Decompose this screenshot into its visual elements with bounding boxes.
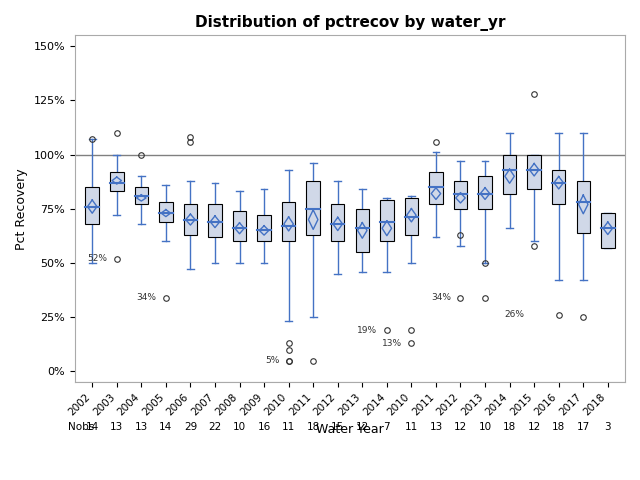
Text: 12: 12 bbox=[356, 422, 369, 432]
Bar bbox=[577, 180, 590, 233]
Text: 16: 16 bbox=[257, 422, 271, 432]
Text: 10: 10 bbox=[479, 422, 492, 432]
Text: 18: 18 bbox=[503, 422, 516, 432]
Bar bbox=[159, 202, 173, 222]
Text: 22: 22 bbox=[209, 422, 221, 432]
Text: 52%: 52% bbox=[88, 254, 108, 263]
Bar bbox=[527, 155, 541, 189]
Bar bbox=[282, 202, 296, 241]
Text: 11: 11 bbox=[282, 422, 295, 432]
Bar bbox=[184, 204, 197, 235]
X-axis label: Water Year: Water Year bbox=[316, 423, 384, 436]
Text: 12: 12 bbox=[527, 422, 541, 432]
Text: 12: 12 bbox=[454, 422, 467, 432]
Text: 7: 7 bbox=[383, 422, 390, 432]
Text: 5%: 5% bbox=[265, 356, 279, 365]
Text: 17: 17 bbox=[577, 422, 590, 432]
Text: 13: 13 bbox=[110, 422, 124, 432]
Text: 29: 29 bbox=[184, 422, 197, 432]
Bar bbox=[208, 204, 221, 237]
Text: 14: 14 bbox=[159, 422, 173, 432]
Bar bbox=[478, 176, 492, 209]
Bar bbox=[110, 172, 124, 192]
Bar bbox=[503, 155, 516, 193]
Text: 34%: 34% bbox=[431, 293, 451, 302]
Bar bbox=[331, 204, 344, 241]
Text: 18: 18 bbox=[307, 422, 320, 432]
Text: 18: 18 bbox=[552, 422, 565, 432]
Bar bbox=[356, 209, 369, 252]
Text: Nobs: Nobs bbox=[68, 422, 94, 432]
Bar bbox=[404, 198, 418, 235]
Text: 13: 13 bbox=[429, 422, 443, 432]
Text: 15: 15 bbox=[331, 422, 344, 432]
Text: 26%: 26% bbox=[505, 311, 525, 320]
Text: 34%: 34% bbox=[136, 293, 157, 302]
Bar bbox=[233, 211, 246, 241]
Text: 13%: 13% bbox=[382, 339, 402, 348]
Text: 19%: 19% bbox=[357, 325, 378, 335]
Text: 11: 11 bbox=[404, 422, 418, 432]
Bar bbox=[307, 180, 320, 235]
Bar bbox=[134, 187, 148, 204]
Text: 13: 13 bbox=[134, 422, 148, 432]
Bar bbox=[601, 213, 614, 248]
Bar bbox=[257, 215, 271, 241]
Bar bbox=[429, 172, 443, 204]
Title: Distribution of pctrecov by water_yr: Distribution of pctrecov by water_yr bbox=[195, 15, 505, 31]
Y-axis label: Pct Recovery: Pct Recovery bbox=[15, 168, 28, 250]
Bar bbox=[552, 170, 566, 204]
Text: 14: 14 bbox=[86, 422, 99, 432]
Bar bbox=[454, 180, 467, 209]
Bar bbox=[380, 200, 394, 241]
Bar bbox=[86, 187, 99, 224]
Text: 10: 10 bbox=[233, 422, 246, 432]
Text: 3: 3 bbox=[605, 422, 611, 432]
